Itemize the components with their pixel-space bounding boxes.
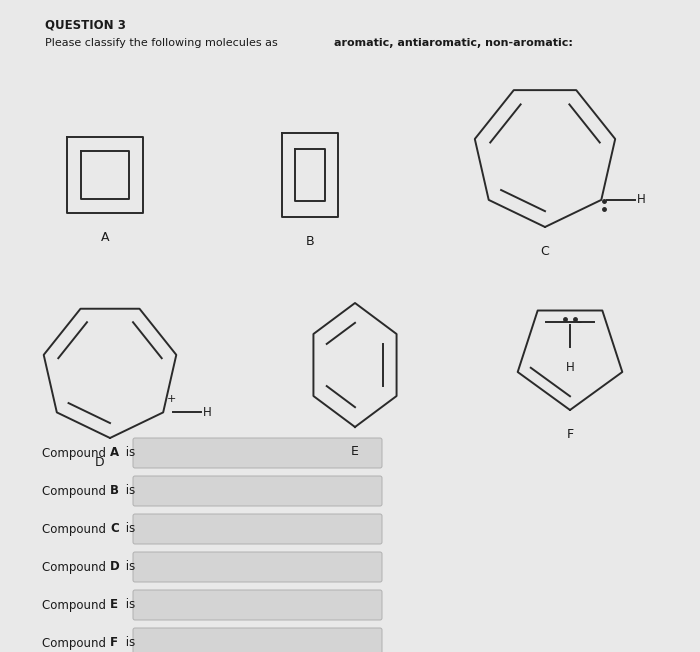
- Text: Please classify the following molecules as: Please classify the following molecules …: [45, 38, 281, 48]
- Text: +: +: [167, 394, 176, 404]
- Text: Compound: Compound: [42, 599, 110, 612]
- Text: aromatic, antiaromatic, non-aromatic:: aromatic, antiaromatic, non-aromatic:: [334, 38, 573, 48]
- Text: is: is: [122, 484, 135, 497]
- Text: Compound: Compound: [42, 636, 110, 649]
- Text: is: is: [122, 522, 135, 535]
- Text: Compound: Compound: [42, 522, 110, 535]
- Text: Compound: Compound: [42, 447, 110, 460]
- Text: C: C: [110, 522, 119, 535]
- Text: B: B: [110, 484, 119, 497]
- Text: F: F: [566, 428, 573, 441]
- Text: B: B: [306, 235, 314, 248]
- Text: H: H: [203, 406, 212, 419]
- Text: is: is: [122, 636, 135, 649]
- Text: E: E: [110, 599, 118, 612]
- FancyBboxPatch shape: [133, 628, 382, 652]
- Text: Compound: Compound: [42, 484, 110, 497]
- FancyBboxPatch shape: [133, 438, 382, 468]
- Text: H: H: [637, 194, 646, 207]
- Text: F: F: [110, 636, 118, 649]
- FancyBboxPatch shape: [133, 476, 382, 506]
- Text: A: A: [101, 231, 109, 244]
- Text: is: is: [122, 447, 135, 460]
- Text: A: A: [110, 447, 119, 460]
- Text: E: E: [351, 445, 359, 458]
- Text: QUESTION 3: QUESTION 3: [45, 18, 126, 31]
- Text: D: D: [95, 456, 105, 469]
- Text: ⁻: ⁻: [576, 321, 581, 331]
- Text: H: H: [566, 361, 575, 374]
- FancyBboxPatch shape: [133, 590, 382, 620]
- Text: D: D: [110, 561, 120, 574]
- Text: is: is: [122, 561, 135, 574]
- Text: Compound: Compound: [42, 561, 110, 574]
- FancyBboxPatch shape: [133, 514, 382, 544]
- FancyBboxPatch shape: [133, 552, 382, 582]
- Text: is: is: [122, 599, 135, 612]
- Text: C: C: [540, 245, 550, 258]
